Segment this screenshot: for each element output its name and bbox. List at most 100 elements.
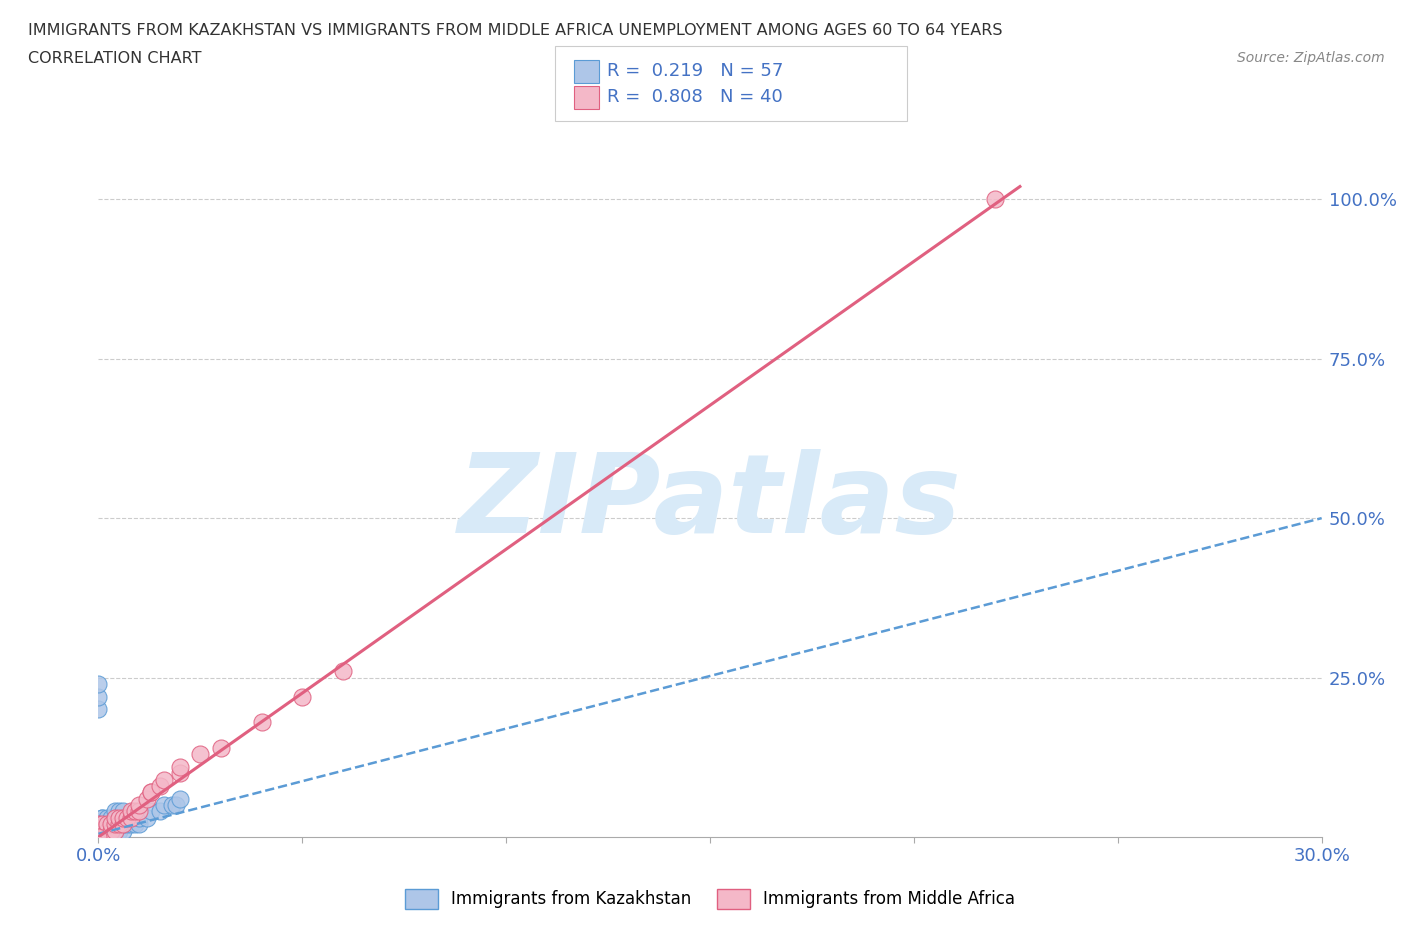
- Point: [91, 810, 114, 825]
- Point: [87, 817, 110, 831]
- Point: [87, 830, 110, 844]
- Point: [169, 765, 191, 780]
- Point: [91, 810, 114, 825]
- Point: [96, 810, 118, 825]
- Point: [96, 817, 118, 831]
- Point: [209, 740, 232, 755]
- Point: [165, 798, 187, 813]
- Point: [128, 810, 150, 825]
- Point: [87, 823, 110, 838]
- Point: [169, 791, 191, 806]
- Point: [188, 747, 212, 762]
- Point: [108, 817, 131, 831]
- Point: [96, 830, 118, 844]
- Point: [149, 804, 172, 819]
- Point: [96, 823, 118, 838]
- Point: [120, 810, 142, 825]
- Point: [91, 830, 114, 844]
- Point: [87, 817, 110, 831]
- Point: [87, 676, 110, 691]
- Point: [141, 785, 163, 800]
- Point: [111, 804, 134, 819]
- Point: [141, 785, 163, 800]
- Point: [100, 817, 122, 831]
- Point: [111, 817, 134, 831]
- Point: [87, 689, 110, 704]
- Point: [108, 810, 131, 825]
- Point: [91, 817, 114, 831]
- Point: [160, 798, 183, 813]
- Point: [87, 830, 110, 844]
- Point: [100, 817, 122, 831]
- Point: [108, 817, 131, 831]
- Point: [152, 798, 174, 813]
- Point: [104, 804, 127, 819]
- Point: [115, 810, 138, 825]
- Point: [91, 817, 114, 831]
- Point: [111, 817, 134, 831]
- Point: [120, 804, 142, 819]
- Point: [332, 664, 354, 679]
- Point: [104, 817, 127, 831]
- Point: [111, 810, 134, 825]
- Point: [96, 817, 118, 831]
- Point: [120, 817, 142, 831]
- Point: [91, 830, 114, 844]
- Point: [124, 817, 146, 831]
- Point: [104, 823, 127, 838]
- Point: [100, 817, 122, 831]
- Point: [96, 823, 118, 838]
- Point: [136, 791, 159, 806]
- Point: [96, 823, 118, 838]
- Point: [136, 810, 159, 825]
- Point: [108, 804, 131, 819]
- Point: [87, 830, 110, 844]
- Point: [91, 817, 114, 831]
- Point: [87, 823, 110, 838]
- Text: CORRELATION CHART: CORRELATION CHART: [28, 51, 201, 66]
- Point: [87, 702, 110, 717]
- Text: IMMIGRANTS FROM KAZAKHSTAN VS IMMIGRANTS FROM MIDDLE AFRICA UNEMPLOYMENT AMONG A: IMMIGRANTS FROM KAZAKHSTAN VS IMMIGRANTS…: [28, 23, 1002, 38]
- Point: [124, 804, 146, 819]
- Point: [91, 823, 114, 838]
- Point: [87, 830, 110, 844]
- Point: [100, 823, 122, 838]
- Point: [87, 823, 110, 838]
- Point: [87, 830, 110, 844]
- Point: [104, 817, 127, 831]
- Point: [96, 830, 118, 844]
- Point: [87, 823, 110, 838]
- Text: ZIPatlas: ZIPatlas: [458, 448, 962, 556]
- Point: [250, 715, 273, 730]
- Point: [120, 810, 142, 825]
- Point: [152, 772, 174, 787]
- Point: [104, 810, 127, 825]
- Point: [115, 817, 138, 831]
- Point: [104, 823, 127, 838]
- Point: [91, 823, 114, 838]
- Point: [100, 823, 122, 838]
- Text: R =  0.808   N = 40: R = 0.808 N = 40: [607, 87, 783, 106]
- Point: [128, 817, 150, 831]
- Point: [291, 689, 314, 704]
- Point: [96, 817, 118, 831]
- Point: [984, 192, 1007, 206]
- Point: [141, 804, 163, 819]
- Point: [100, 810, 122, 825]
- Point: [111, 823, 134, 838]
- Point: [100, 830, 122, 844]
- Point: [108, 823, 131, 838]
- Point: [115, 810, 138, 825]
- Point: [87, 817, 110, 831]
- Text: R =  0.219   N = 57: R = 0.219 N = 57: [607, 61, 783, 80]
- Text: Source: ZipAtlas.com: Source: ZipAtlas.com: [1237, 51, 1385, 65]
- Point: [87, 830, 110, 844]
- Point: [87, 817, 110, 831]
- Point: [87, 823, 110, 838]
- Point: [169, 760, 191, 775]
- Point: [87, 830, 110, 844]
- Point: [104, 810, 127, 825]
- Legend: Immigrants from Kazakhstan, Immigrants from Middle Africa: Immigrants from Kazakhstan, Immigrants f…: [398, 882, 1022, 916]
- Point: [108, 810, 131, 825]
- Point: [91, 823, 114, 838]
